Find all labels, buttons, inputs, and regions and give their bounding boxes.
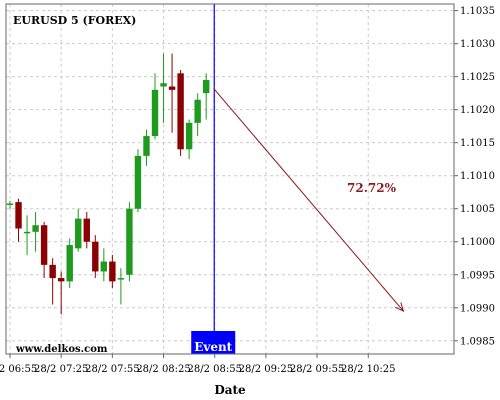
candle-body-up (32, 225, 39, 232)
candle (185, 119, 193, 160)
candles (6, 53, 210, 315)
candle (6, 200, 14, 209)
y-tick-label: 1.1020 (460, 105, 495, 116)
y-tick-label: 1.1025 (460, 72, 495, 83)
candle (32, 212, 39, 252)
event-label: Event (194, 340, 232, 354)
candle-body-up (143, 136, 150, 156)
candle-body-up (185, 122, 193, 150)
y-tick-label: 1.1015 (460, 138, 495, 149)
candle (100, 248, 108, 282)
candle (168, 53, 176, 133)
candle-body-down (109, 261, 116, 282)
candle-body-down (83, 218, 90, 242)
x-tick-label: 28/2 07:25 (34, 364, 88, 375)
candle (83, 212, 90, 249)
candle-body-down (40, 225, 48, 265)
candle-body-up (117, 278, 125, 280)
candle (126, 202, 133, 282)
candle-body-down (57, 278, 65, 282)
x-tick-label: 28/2 07:55 (85, 364, 139, 375)
candle-body-up (23, 231, 31, 234)
x-axis-label: Date (214, 383, 246, 397)
chart-title: EURUSD 5 (FOREX) (13, 14, 136, 27)
y-tick-label: 1.1005 (460, 204, 495, 215)
candle (134, 149, 142, 213)
candle (160, 53, 167, 123)
x-tick-label: 28/2 10:25 (341, 364, 395, 375)
candle (40, 221, 48, 279)
x-tick-label: 28/2 08:25 (136, 364, 190, 375)
candle-body-down (177, 73, 184, 150)
candle-body-up (6, 203, 14, 205)
x-tick-label: 28/2 08:55 (187, 364, 241, 375)
candle (194, 93, 201, 137)
watermark-text: www.delkos.com (15, 344, 108, 355)
candle-body-up (202, 79, 210, 94)
candle (75, 208, 82, 252)
candle (49, 258, 56, 305)
candle-body-down (49, 264, 56, 279)
y-tick-label: 1.1000 (460, 237, 495, 248)
y-tick-label: 1.1010 (460, 171, 495, 182)
candle-body-up (134, 155, 142, 209)
candle-body-up (100, 261, 108, 272)
plot-area-border (5, 3, 455, 355)
candle-body-down (15, 202, 22, 229)
candle-body-up (160, 83, 167, 87)
candle (66, 238, 73, 288)
forecast-arrow-line (213, 88, 404, 312)
x-tick-label: 28/2 09:25 (239, 364, 293, 375)
overlays: Event 72.72% (191, 4, 405, 354)
candle (15, 198, 22, 242)
y-axis-ticks: 1.1035 1.1030 1.1025 1.1020 1.1015 1.1010 1.10… (454, 6, 495, 347)
candle-body-down (168, 86, 176, 90)
candle (151, 73, 159, 140)
candle (23, 215, 31, 255)
y-tick-label: 1.1030 (460, 39, 495, 50)
x-tick-label: 28/2 09:55 (290, 364, 344, 375)
candle-body-up (194, 99, 201, 123)
candle (117, 268, 125, 305)
candle-body-down (92, 241, 99, 272)
candle-body-up (126, 208, 133, 275)
candle-body-up (66, 245, 73, 282)
candle-body-up (151, 89, 159, 137)
candle-body-up (75, 218, 82, 249)
candle (109, 254, 116, 288)
y-tick-label: 1.0995 (460, 270, 495, 281)
candle (92, 235, 99, 279)
candle (177, 70, 184, 156)
candle (202, 73, 210, 120)
x-tick-label: 28/2 06:55 (0, 364, 37, 375)
y-tick-label: 1.0985 (460, 336, 495, 347)
y-tick-label: 1.1035 (460, 6, 495, 17)
candle (143, 129, 150, 166)
forecast-arrow-head (395, 302, 405, 313)
forecast-percent-label: 72.72% (347, 181, 397, 195)
y-tick-label: 1.0990 (460, 303, 495, 314)
event-label-box (191, 331, 236, 354)
candle (57, 271, 65, 315)
